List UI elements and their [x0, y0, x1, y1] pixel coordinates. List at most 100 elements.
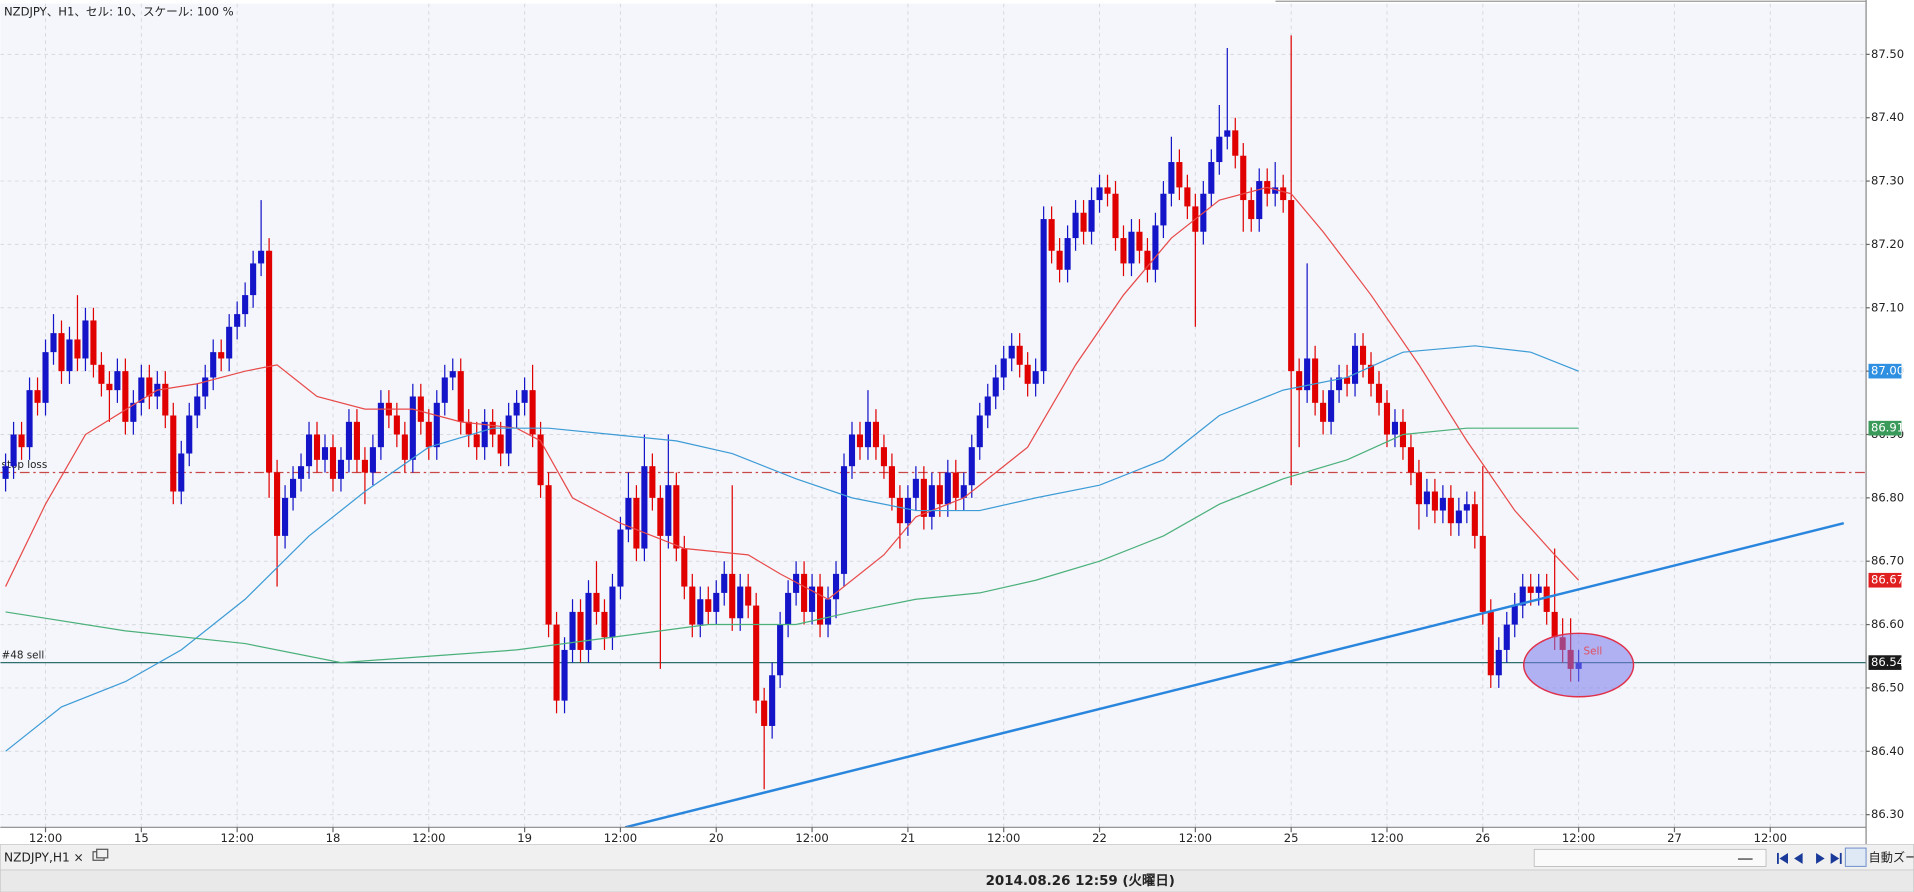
candle-body — [1351, 345, 1359, 384]
candle-body — [1344, 377, 1351, 384]
candle-body — [1232, 130, 1239, 156]
candle-body — [433, 402, 440, 448]
candle-body — [649, 466, 656, 498]
status-bar — [0, 869, 1914, 892]
zoom-label[interactable]: 自動ズーム — [1869, 849, 1914, 864]
candle-body — [1383, 402, 1391, 435]
price-label-box — [1868, 572, 1902, 588]
candle-body — [1056, 250, 1063, 270]
candle-body — [817, 586, 824, 625]
candle-body — [218, 352, 225, 359]
zoom-clip: 自動ズーム — [1869, 849, 1914, 864]
candle-body — [1304, 358, 1311, 391]
candle-body — [1216, 136, 1223, 163]
x-tick-label: 12:00 — [795, 831, 828, 845]
candle-body — [58, 333, 65, 372]
candle-body — [1431, 491, 1438, 511]
candle-body — [2, 466, 9, 479]
tab-close[interactable]: × — [74, 850, 84, 864]
tab-label[interactable]: NZDJPY,H1 — [4, 850, 70, 864]
candle-body — [1008, 345, 1015, 359]
candle-body — [162, 383, 169, 416]
candle-body — [1160, 193, 1167, 226]
candle-body — [98, 364, 105, 384]
candle-body — [761, 700, 768, 726]
y-tick-label: 86.80 — [1871, 490, 1904, 504]
y-tick-label: 86.30 — [1871, 807, 1904, 821]
candle-body — [1296, 371, 1303, 391]
candle-body — [234, 314, 241, 327]
candle-body — [194, 396, 201, 416]
candle-body — [457, 371, 464, 422]
annotation-label: Sell — [1584, 646, 1603, 658]
candle-body — [321, 447, 329, 460]
candle-body — [1024, 364, 1031, 384]
candle-body — [417, 396, 424, 422]
candle-body — [593, 592, 600, 612]
candle-body — [290, 478, 297, 498]
candle-body — [130, 402, 137, 422]
candle-body — [545, 485, 552, 625]
candle-body — [729, 573, 736, 619]
candle-body — [250, 263, 257, 296]
x-tick-label: 12:00 — [987, 831, 1020, 845]
candle-body — [441, 377, 448, 403]
candle-body — [1168, 162, 1175, 194]
window-icon[interactable] — [92, 848, 109, 861]
candle-body — [609, 586, 616, 638]
status-text: 2014.08.26 12:59 (火曜日) — [986, 873, 1175, 889]
candle-body — [138, 377, 145, 403]
candle-body — [673, 485, 680, 549]
scrollbar[interactable] — [1533, 848, 1767, 867]
candle-body — [537, 434, 544, 486]
candle-body — [146, 377, 153, 397]
candle-body — [465, 421, 472, 435]
candle-body — [1208, 162, 1215, 194]
candle-body — [1096, 187, 1103, 201]
candle-body — [210, 352, 217, 378]
candle-body — [409, 396, 416, 460]
candle-body — [114, 371, 121, 391]
candle-body — [1080, 212, 1087, 232]
price-label-box — [1868, 420, 1902, 436]
candle-body — [952, 472, 959, 498]
candle-body — [665, 485, 672, 536]
candle-body — [1535, 586, 1542, 593]
candle-body — [10, 434, 17, 467]
x-tick-label: 12:00 — [1562, 831, 1595, 845]
candle-body — [1543, 586, 1550, 612]
y-tick-label: 86.60 — [1871, 617, 1904, 631]
y-tick-label: 87.10 — [1871, 300, 1904, 314]
candle-body — [353, 421, 360, 460]
y-tick-label: 87.20 — [1871, 237, 1904, 251]
trendline — [624, 522, 1845, 828]
candle-body — [1128, 231, 1135, 264]
candle-body — [1527, 586, 1534, 593]
candle-body — [976, 415, 983, 448]
candle-body — [1479, 535, 1486, 612]
candle-body — [585, 592, 592, 650]
zoom-icon[interactable] — [1844, 847, 1867, 867]
x-tick-label: 12:00 — [1754, 831, 1787, 845]
nav-buttons[interactable] — [1777, 852, 1842, 864]
candle-body — [521, 390, 528, 403]
x-tick-label: 12:00 — [220, 831, 253, 845]
candle-body — [1551, 611, 1558, 638]
candle-body — [313, 434, 321, 460]
candle-body — [226, 326, 233, 359]
price-label-box — [1868, 363, 1902, 379]
annotation-ellipse — [1522, 632, 1635, 698]
candle-body — [984, 396, 991, 416]
candle-body — [26, 390, 33, 448]
x-tick-label: 19 — [517, 831, 532, 845]
candle-body — [1375, 383, 1383, 403]
candle-body — [1032, 371, 1039, 384]
y-tick-label: 86.40 — [1871, 744, 1904, 758]
candle-body — [266, 250, 273, 473]
candle-body — [1104, 187, 1111, 194]
candle-body — [1224, 130, 1231, 137]
candle-body — [1359, 345, 1367, 365]
candle-body — [369, 447, 376, 473]
price-label: 86.67 — [1871, 573, 1904, 587]
